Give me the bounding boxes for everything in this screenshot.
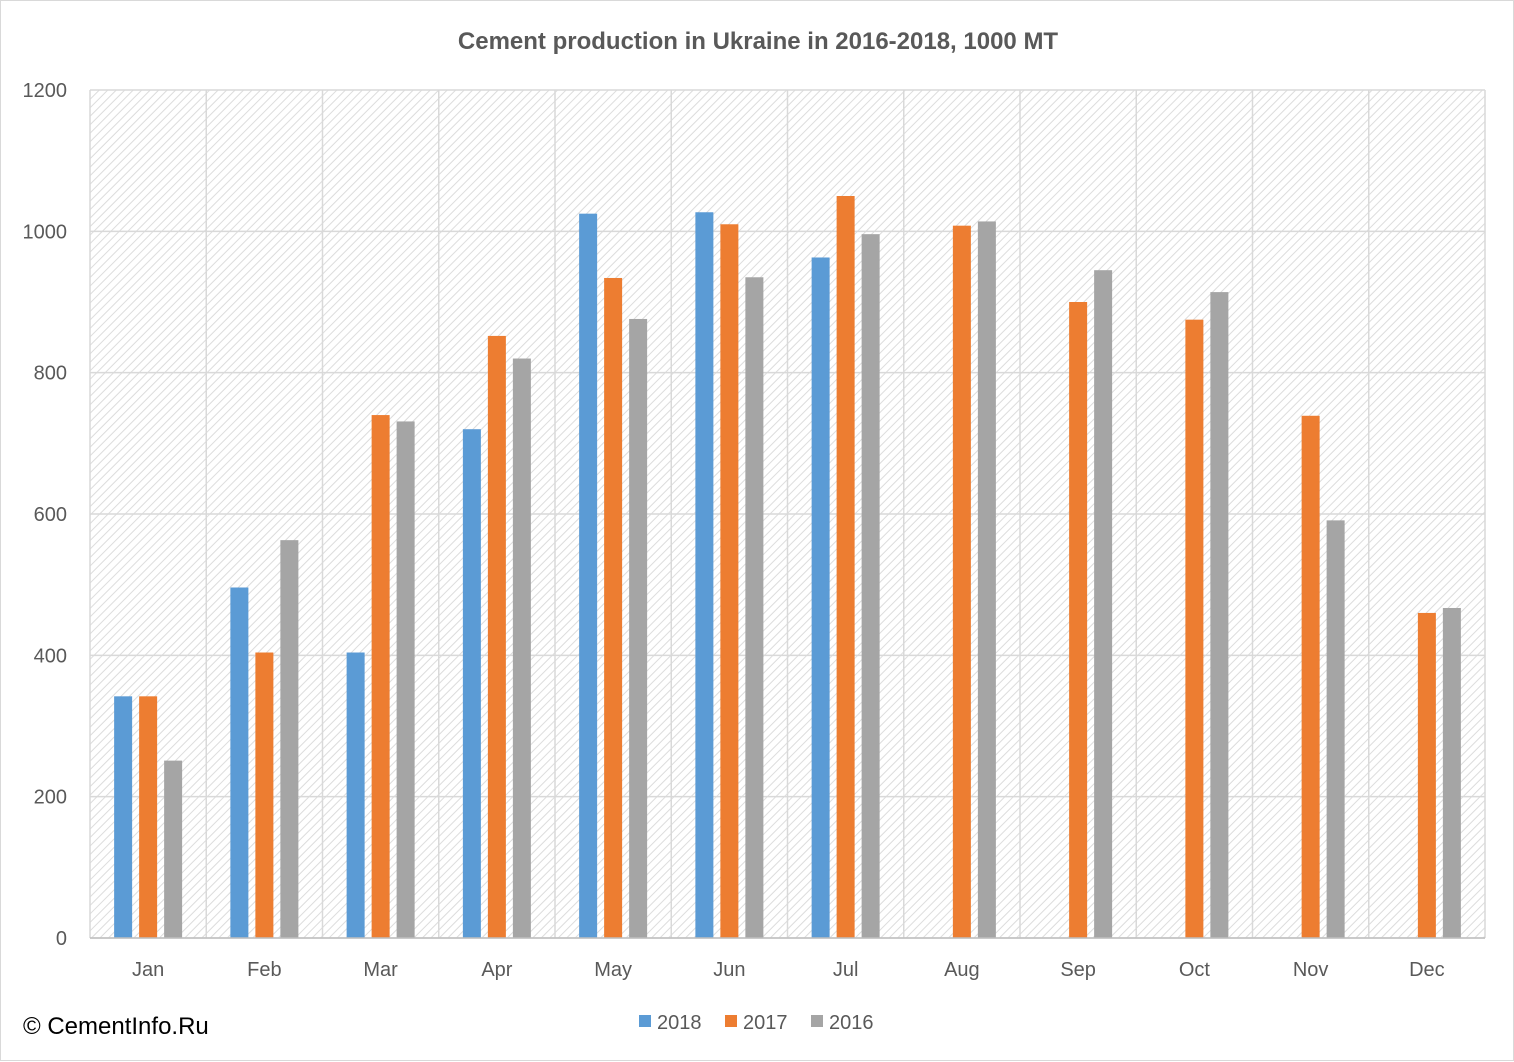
legend-swatch-2017 <box>725 1015 737 1027</box>
bar-2017-nov <box>1301 415 1320 939</box>
bar-2018-apr <box>462 429 481 938</box>
bar-2017-mar <box>371 415 390 939</box>
bar-2018-jan <box>114 696 133 938</box>
legend: 2018 2017 2016 <box>639 1012 874 1034</box>
x-tick-label: Jun <box>713 959 745 981</box>
axes: 0 200 400 600 800 1000 1200 Jan Feb Mar Apr May Jun J… <box>23 80 1485 981</box>
gridlines <box>89 89 1486 939</box>
bar-2016-apr <box>512 358 531 938</box>
legend-swatch-2018 <box>639 1015 651 1027</box>
bar-2016-jan <box>164 760 183 938</box>
y-tick-label: 0 <box>56 928 67 950</box>
bar-2017-jan <box>139 696 158 938</box>
x-tick-label: Mar <box>363 959 398 981</box>
x-tick-label: Jan <box>132 959 164 981</box>
bar-2016-aug <box>977 221 996 938</box>
bar-2018-feb <box>230 587 249 938</box>
bar-2017-sep <box>1069 302 1088 938</box>
bar-2016-mar <box>396 421 415 939</box>
x-tick-label: Jul <box>833 959 859 981</box>
y-tick-label: 600 <box>34 504 67 526</box>
bar-2016-oct <box>1210 292 1229 938</box>
bar-2017-oct <box>1185 319 1204 939</box>
y-tick-label: 800 <box>34 363 67 385</box>
x-tick-label: Feb <box>247 959 281 981</box>
bar-2017-feb <box>255 652 274 938</box>
x-tick-label: Nov <box>1293 959 1329 981</box>
bar-2018-jun <box>695 212 714 939</box>
bars <box>114 196 1461 939</box>
y-tick-label: 1200 <box>23 80 68 102</box>
bar-2018-jul <box>811 257 830 939</box>
legend-swatch-2016 <box>811 1015 823 1027</box>
legend-label-2017: 2017 <box>743 1012 788 1034</box>
bar-2017-jun <box>720 224 739 938</box>
bar-2016-jul <box>861 234 880 938</box>
bar-2017-jul <box>836 196 855 938</box>
bar-2017-may <box>604 277 623 938</box>
bar-2017-dec <box>1417 612 1436 938</box>
bar-2017-apr <box>487 335 506 938</box>
bar-2018-mar <box>346 652 365 938</box>
bar-2018-may <box>579 213 598 938</box>
x-tick-label: May <box>594 959 632 981</box>
bar-2017-aug <box>952 225 971 938</box>
x-tick-label: Dec <box>1409 959 1445 981</box>
bar-2016-feb <box>280 540 299 938</box>
copyright-watermark: © CementInfo.Ru <box>23 1013 209 1040</box>
x-tick-label: Aug <box>944 959 980 981</box>
y-tick-label: 1000 <box>23 221 68 243</box>
bar-2016-jun <box>745 277 764 938</box>
legend-label-2018: 2018 <box>657 1012 702 1034</box>
bar-2016-dec <box>1442 607 1461 938</box>
bar-2016-may <box>629 318 648 939</box>
chart-title: Cement production in Ukraine in 2016-201… <box>458 28 1059 55</box>
legend-label-2016: 2016 <box>829 1012 874 1034</box>
y-tick-label: 200 <box>34 787 67 809</box>
y-tick-label: 400 <box>34 645 67 667</box>
x-tick-label: Apr <box>481 959 512 981</box>
bar-2016-nov <box>1326 520 1345 938</box>
bar-2016-sep <box>1094 270 1113 938</box>
x-tick-label: Oct <box>1179 959 1211 981</box>
x-tick-label: Sep <box>1060 959 1096 981</box>
